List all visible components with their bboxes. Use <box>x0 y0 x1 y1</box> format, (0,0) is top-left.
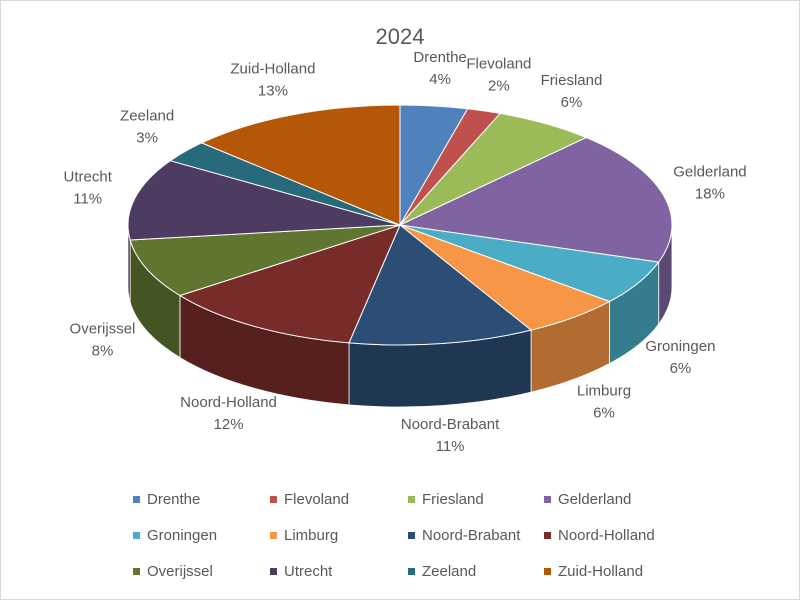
data-label-value: 12% <box>214 416 244 433</box>
legend-swatch <box>133 568 140 575</box>
legend-label: Overijssel <box>147 563 213 580</box>
legend-label: Zuid-Holland <box>558 563 643 580</box>
data-label-value: 6% <box>593 405 615 422</box>
legend-label: Drenthe <box>147 491 200 508</box>
legend-swatch <box>408 532 415 539</box>
data-label-name: Noord-Brabant <box>401 416 500 433</box>
legend-swatch <box>544 568 551 575</box>
slice <box>200 104 401 226</box>
legend-swatch <box>133 496 140 503</box>
legend-label: Gelderland <box>558 491 631 508</box>
data-label-name: Zeeland <box>120 108 174 125</box>
data-label-value: 8% <box>92 343 114 360</box>
data-label-name: Friesland <box>541 72 603 89</box>
data-label-value: 2% <box>488 78 510 95</box>
data-label-name: Flevoland <box>466 56 531 73</box>
data-label-value: 4% <box>429 71 451 88</box>
data-label-name: Overijssel <box>70 321 136 338</box>
legend-label: Zeeland <box>422 563 476 580</box>
data-label-value: 11% <box>73 190 102 207</box>
legend-label: Utrecht <box>284 563 333 580</box>
data-label-value: 18% <box>695 186 725 203</box>
legend-label: Flevoland <box>284 491 349 508</box>
legend-swatch <box>408 568 415 575</box>
legend-swatch <box>544 532 551 539</box>
legend-label: Groningen <box>147 527 217 544</box>
data-label-value: 6% <box>670 360 692 377</box>
legend-swatch <box>408 496 415 503</box>
legend-swatch <box>133 532 140 539</box>
legend-label: Friesland <box>422 491 484 508</box>
slice <box>398 136 673 263</box>
data-label-name: Limburg <box>577 383 631 400</box>
data-label-value: 13% <box>258 83 288 100</box>
legend-swatch <box>270 496 277 503</box>
data-label-name: Utrecht <box>64 168 113 185</box>
slice <box>178 224 401 344</box>
slice <box>129 224 401 297</box>
legend-swatch <box>270 532 277 539</box>
chart-title: 2024 <box>376 24 425 49</box>
legend-swatch <box>270 568 277 575</box>
legend-swatch <box>544 496 551 503</box>
data-label-name: Drenthe <box>413 49 466 66</box>
data-label-value: 11% <box>436 438 465 455</box>
data-label-name: Gelderland <box>673 164 746 181</box>
data-label-name: Groningen <box>645 338 715 355</box>
data-label-value: 6% <box>561 94 583 111</box>
data-label-value: 3% <box>136 130 158 147</box>
data-label-name: Zuid-Holland <box>230 61 315 78</box>
slice <box>348 224 533 346</box>
legend-label: Limburg <box>284 527 338 544</box>
legend-label: Noord-Holland <box>558 527 655 544</box>
slice <box>127 160 401 241</box>
data-label-name: Noord-Holland <box>180 394 277 411</box>
legend-label: Noord-Brabant <box>422 527 521 544</box>
